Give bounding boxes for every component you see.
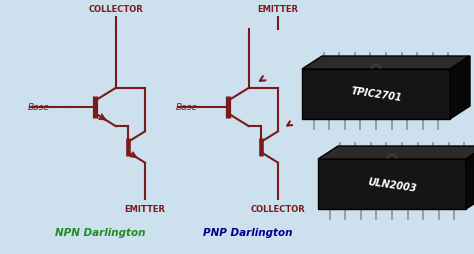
FancyBboxPatch shape [318, 159, 466, 209]
Text: Base: Base [176, 103, 198, 112]
Polygon shape [302, 57, 470, 70]
Text: COLLECTOR: COLLECTOR [251, 204, 305, 213]
Text: PNP Darlington: PNP Darlington [203, 227, 293, 237]
FancyBboxPatch shape [302, 70, 450, 120]
Text: EMITTER: EMITTER [257, 5, 299, 14]
Polygon shape [466, 146, 474, 209]
Text: COLLECTOR: COLLECTOR [89, 5, 143, 14]
Polygon shape [318, 146, 474, 159]
Polygon shape [450, 57, 470, 120]
Text: ULN2003: ULN2003 [367, 176, 417, 193]
Text: Base: Base [28, 103, 50, 112]
Text: EMITTER: EMITTER [124, 204, 165, 213]
Text: NPN Darlington: NPN Darlington [55, 227, 145, 237]
Text: TPIC2701: TPIC2701 [350, 86, 402, 103]
